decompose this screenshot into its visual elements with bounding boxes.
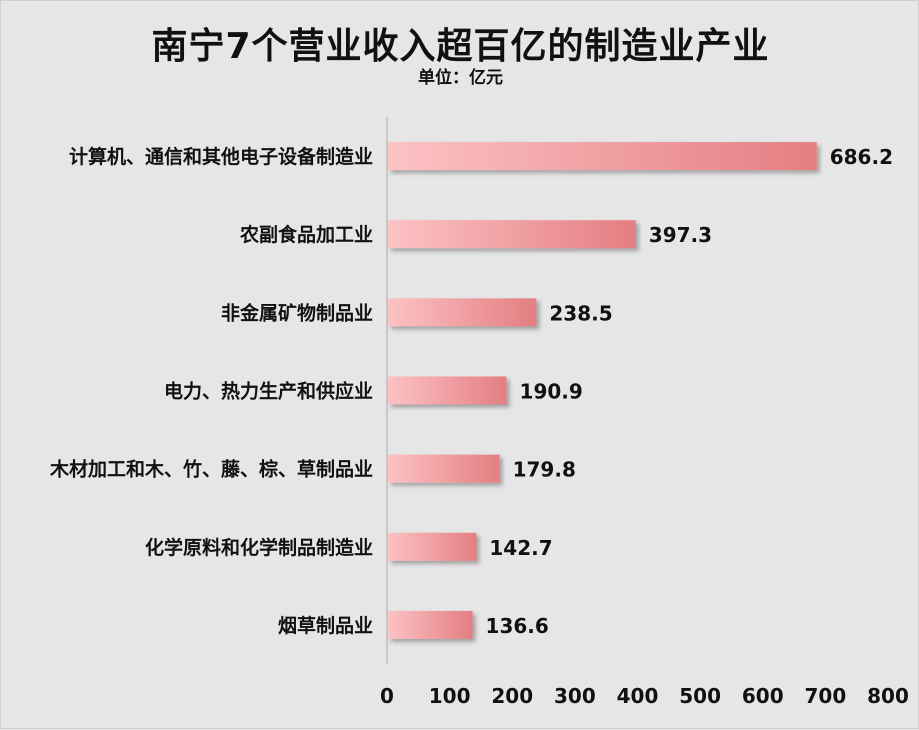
x-tick-label: 100 <box>429 684 471 708</box>
bar <box>388 220 636 249</box>
x-tick-label: 600 <box>742 684 784 708</box>
value-label: 190.9 <box>520 380 583 404</box>
value-label: 136.6 <box>486 614 549 638</box>
x-tick-label: 0 <box>380 684 394 708</box>
bar <box>388 376 507 405</box>
bar <box>388 454 500 483</box>
category-label: 农副食品加工业 <box>239 223 373 246</box>
category-label: 木材加工和木、竹、藤、棕、草制品业 <box>49 458 373 481</box>
category-label: 计算机、通信和其他电子设备制造业 <box>69 145 373 168</box>
value-label: 238.5 <box>549 301 612 325</box>
category-label: 化学原料和化学制品制造业 <box>145 536 373 559</box>
category-label: 烟草制品业 <box>278 614 373 637</box>
value-label: 142.7 <box>489 536 552 560</box>
bar <box>388 298 537 327</box>
x-tick-label: 200 <box>491 684 533 708</box>
bar <box>388 610 473 639</box>
chart-subtitle: 单位：亿元 <box>418 68 503 88</box>
x-tick-label: 500 <box>679 684 721 708</box>
category-label: 非金属矿物制品业 <box>221 301 373 324</box>
value-label: 686.2 <box>830 145 893 169</box>
bar <box>388 532 477 561</box>
x-tick-label: 400 <box>617 684 659 708</box>
x-tick-label: 700 <box>805 684 847 708</box>
x-tick-label: 800 <box>867 684 909 708</box>
bar <box>388 142 817 171</box>
value-label: 179.8 <box>513 458 576 482</box>
chart-title: 南宁7个营业收入超百亿的制造业产业 <box>151 26 770 67</box>
x-tick-label: 300 <box>554 684 596 708</box>
category-label: 电力、热力生产和供应业 <box>164 380 373 403</box>
value-label: 397.3 <box>649 223 712 247</box>
